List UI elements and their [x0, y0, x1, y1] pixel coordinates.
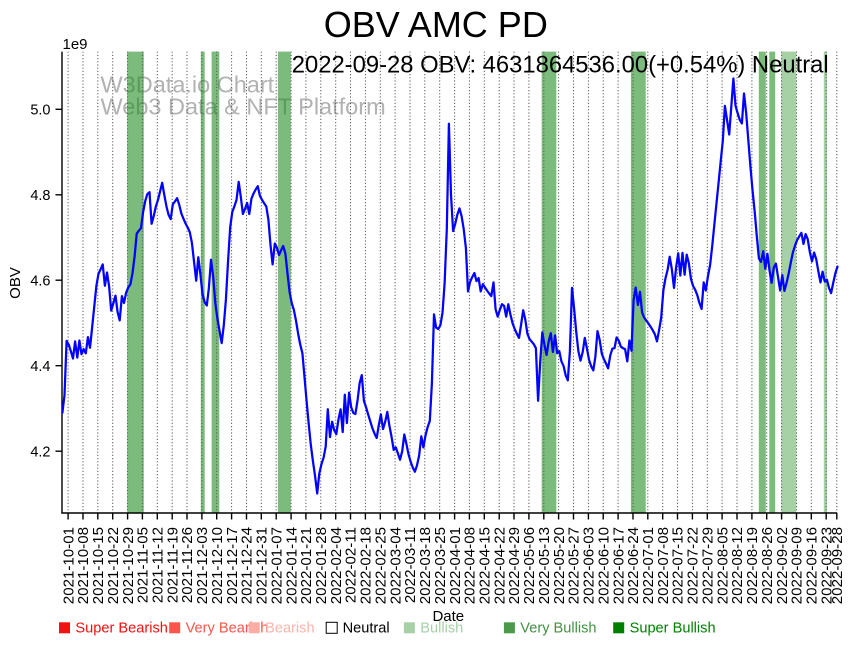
svg-text:2021-10-29: 2021-10-29 — [120, 527, 137, 604]
svg-text:2022-03-11: 2022-03-11 — [402, 527, 419, 603]
svg-text:2022-09-28: 2022-09-28 — [829, 527, 846, 604]
svg-text:2022-05-20: 2022-05-20 — [551, 527, 568, 604]
svg-text:Bearish: Bearish — [265, 621, 314, 637]
svg-text:4.8: 4.8 — [30, 188, 50, 204]
svg-text:2022-06-10: 2022-06-10 — [595, 527, 612, 604]
svg-text:2022-01-28: 2022-01-28 — [313, 527, 330, 604]
svg-text:2021-10-15: 2021-10-15 — [90, 527, 107, 604]
svg-text:2022-08-05: 2022-08-05 — [714, 527, 731, 604]
svg-text:Bullish: Bullish — [420, 621, 463, 637]
svg-text:1e9: 1e9 — [63, 36, 88, 53]
svg-text:2022-04-08: 2022-04-08 — [462, 527, 479, 604]
svg-text:Super Bullish: Super Bullish — [630, 621, 716, 637]
svg-text:2022-07-08: 2022-07-08 — [655, 527, 672, 604]
svg-text:2022-02-18: 2022-02-18 — [358, 527, 375, 604]
svg-text:2021-10-01: 2021-10-01 — [60, 527, 77, 604]
svg-text:2022-02-04: 2022-02-04 — [328, 527, 345, 604]
svg-text:2022-08-12: 2022-08-12 — [729, 527, 746, 604]
svg-text:Very Bearish: Very Bearish — [186, 621, 269, 637]
svg-text:Super Bearish: Super Bearish — [75, 621, 167, 637]
svg-text:4.4: 4.4 — [30, 359, 50, 375]
svg-text:4.6: 4.6 — [30, 273, 50, 289]
svg-text:2022-01-07: 2022-01-07 — [268, 527, 285, 604]
svg-text:2022-04-29: 2022-04-29 — [506, 527, 523, 604]
svg-text:2022-01-21: 2022-01-21 — [298, 527, 315, 604]
svg-text:Very Bullish: Very Bullish — [520, 621, 596, 637]
svg-text:2022-03-18: 2022-03-18 — [417, 527, 434, 604]
svg-text:2022-02-11: 2022-02-11 — [343, 527, 360, 603]
svg-text:2022-06-17: 2022-06-17 — [610, 527, 627, 604]
svg-text:2021-12-10: 2021-12-10 — [209, 527, 226, 604]
svg-text:4.2: 4.2 — [30, 444, 50, 460]
svg-text:OBV AMC PD: OBV AMC PD — [324, 4, 548, 45]
svg-text:2021-12-17: 2021-12-17 — [224, 527, 241, 604]
svg-text:2022-03-04: 2022-03-04 — [387, 527, 404, 604]
svg-text:2022-03-25: 2022-03-25 — [432, 527, 449, 604]
svg-text:2022-08-26: 2022-08-26 — [759, 527, 776, 604]
svg-text:2021-12-24: 2021-12-24 — [239, 527, 256, 604]
svg-text:2022-08-19: 2022-08-19 — [744, 527, 761, 604]
svg-text:2021-11-12: 2021-11-12 — [150, 527, 167, 603]
svg-text:2022-04-01: 2022-04-01 — [447, 527, 464, 604]
svg-text:2022-07-29: 2022-07-29 — [700, 527, 717, 604]
svg-text:Date: Date — [432, 608, 464, 625]
svg-text:2022-05-06: 2022-05-06 — [521, 527, 538, 604]
svg-text:2022-07-01: 2022-07-01 — [640, 527, 657, 604]
svg-text:2022-07-15: 2022-07-15 — [670, 527, 687, 604]
svg-text:2022-05-13: 2022-05-13 — [536, 527, 553, 604]
svg-text:2022-09-02: 2022-09-02 — [774, 527, 791, 604]
svg-text:2022-09-16: 2022-09-16 — [804, 527, 821, 604]
svg-text:OBV: OBV — [7, 267, 24, 299]
svg-text:2022-06-24: 2022-06-24 — [625, 527, 642, 604]
svg-text:2021-10-22: 2021-10-22 — [105, 527, 122, 604]
svg-text:2022-02-25: 2022-02-25 — [373, 527, 390, 604]
svg-text:Neutral: Neutral — [343, 621, 390, 637]
svg-text:2022-06-03: 2022-06-03 — [581, 527, 598, 604]
svg-text:2022-09-28 OBV: 4631864536.00(: 2022-09-28 OBV: 4631864536.00(+0.54%) Ne… — [292, 52, 829, 79]
svg-text:2022-09-23: 2022-09-23 — [818, 527, 835, 604]
svg-text:2021-11-19: 2021-11-19 — [164, 527, 181, 603]
svg-text:2021-12-31: 2021-12-31 — [254, 527, 271, 604]
svg-text:2022-04-22: 2022-04-22 — [491, 527, 508, 604]
svg-text:Web3 Data & NFT Platform: Web3 Data & NFT Platform — [101, 94, 386, 120]
svg-text:2022-05-27: 2022-05-27 — [566, 527, 583, 604]
svg-text:2022-04-15: 2022-04-15 — [477, 527, 494, 604]
svg-text:2021-10-08: 2021-10-08 — [75, 527, 92, 604]
svg-text:2021-11-26: 2021-11-26 — [179, 527, 196, 603]
svg-text:2021-11-05: 2021-11-05 — [135, 527, 152, 603]
svg-text:2022-07-22: 2022-07-22 — [685, 527, 702, 604]
svg-text:2022-01-14: 2022-01-14 — [283, 527, 300, 604]
svg-text:2022-09-09: 2022-09-09 — [789, 527, 806, 604]
svg-text:5.0: 5.0 — [30, 103, 50, 119]
svg-text:2021-12-03: 2021-12-03 — [194, 527, 211, 604]
